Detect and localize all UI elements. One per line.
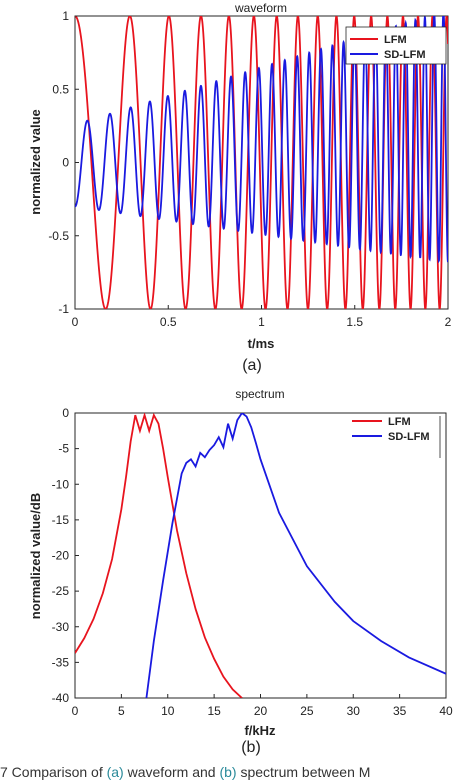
spectrum-legend-label-sd-lfm: SD-LFM (388, 431, 430, 443)
spectrum-series-sd-lfm (145, 413, 446, 698)
spectrum-y-tick-label: -5 (58, 442, 69, 456)
spectrum-y-label: normalized value/dB (28, 493, 43, 619)
waveform-x-tick-label: 1.5 (346, 315, 363, 329)
spectrum-chart: spectrum 0 5 10 15 20 25 30 35 40 -40 -35 -30 -25 -2… (28, 387, 453, 756)
waveform-legend: LFM SD-LFM (345, 26, 447, 65)
waveform-legend-box (345, 26, 447, 65)
waveform-y-tick-label: -1 (58, 302, 69, 316)
spectrum-x-tick-label: 20 (254, 704, 268, 718)
waveform-y-ticks: -1 -0.5 0 0.5 1 (48, 9, 79, 316)
spectrum-x-tick-label: 25 (300, 704, 314, 718)
spectrum-x-label: f/kHz (244, 723, 276, 738)
spectrum-y-tick-label: -20 (52, 549, 70, 563)
spectrum-axes-box (74, 412, 447, 699)
waveform-x-tick-label: 0.5 (160, 315, 177, 329)
waveform-y-tick-label: -0.5 (48, 229, 69, 243)
spectrum-x-tick-label: 0 (72, 704, 79, 718)
caption-mid-2: spectrum between M (236, 764, 371, 780)
waveform-y-tick-label: 0.5 (52, 82, 69, 96)
waveform-x-tick-label: 2 (445, 315, 452, 329)
spectrum-y-tick-label: -35 (52, 655, 70, 669)
spectrum-x-tick-label: 15 (207, 704, 221, 718)
spectrum-y-tick-label: -25 (52, 584, 70, 598)
spectrum-y-tick-label: 0 (62, 406, 69, 420)
spectrum-y-tick-label: -10 (52, 477, 70, 491)
waveform-x-tick-label: 1 (258, 315, 265, 329)
spectrum-x-tick-label: 40 (439, 704, 453, 718)
spectrum-y-tick-label: -15 (52, 513, 70, 527)
spectrum-x-tick-label: 5 (118, 704, 125, 718)
spectrum-y-tick-label: -40 (52, 691, 70, 705)
caption-mid-1: waveform and (123, 764, 220, 780)
waveform-x-tick-label: 0 (72, 315, 79, 329)
caption-ref-a[interactable]: (a) (106, 764, 124, 780)
waveform-chart: waveform 0 0.5 1 1.5 2 -1 -0.5 0 0.5 1 t/ms norm… (28, 1, 452, 374)
waveform-x-ticks: 0 0.5 1 1.5 2 (72, 305, 452, 329)
waveform-legend-label-sd-lfm: SD-LFM (384, 49, 426, 61)
caption-prefix: 7 Comparison of (0, 764, 107, 780)
figure-caption: 7 Comparison of (a) waveform and (b) spe… (0, 764, 474, 782)
waveform-title: waveform (234, 1, 287, 15)
waveform-x-label: t/ms (248, 336, 275, 351)
spectrum-legend: LFM SD-LFM (352, 416, 441, 458)
spectrum-panel-label: (b) (241, 739, 261, 756)
spectrum-legend-label-lfm: LFM (388, 416, 411, 428)
spectrum-title: spectrum (235, 387, 284, 401)
spectrum-x-tick-label: 35 (393, 704, 407, 718)
waveform-y-tick-label: 1 (62, 9, 69, 23)
waveform-legend-label-lfm: LFM (384, 34, 407, 46)
caption-ref-b[interactable]: (b) (219, 764, 237, 780)
spectrum-x-tick-label: 30 (347, 704, 361, 718)
spectrum-series-lfm (75, 413, 243, 698)
spectrum-y-ticks: -40 -35 -30 -25 -20 -15 -10 -5 0 (52, 406, 79, 705)
waveform-panel-label: (a) (242, 357, 262, 374)
spectrum-y-tick-label: -30 (52, 620, 70, 634)
waveform-y-label: normalized value (28, 109, 43, 214)
spectrum-x-tick-label: 10 (161, 704, 175, 718)
spectrum-x-ticks: 0 5 10 15 20 25 30 35 40 (72, 694, 453, 718)
waveform-y-tick-label: 0 (62, 156, 69, 170)
